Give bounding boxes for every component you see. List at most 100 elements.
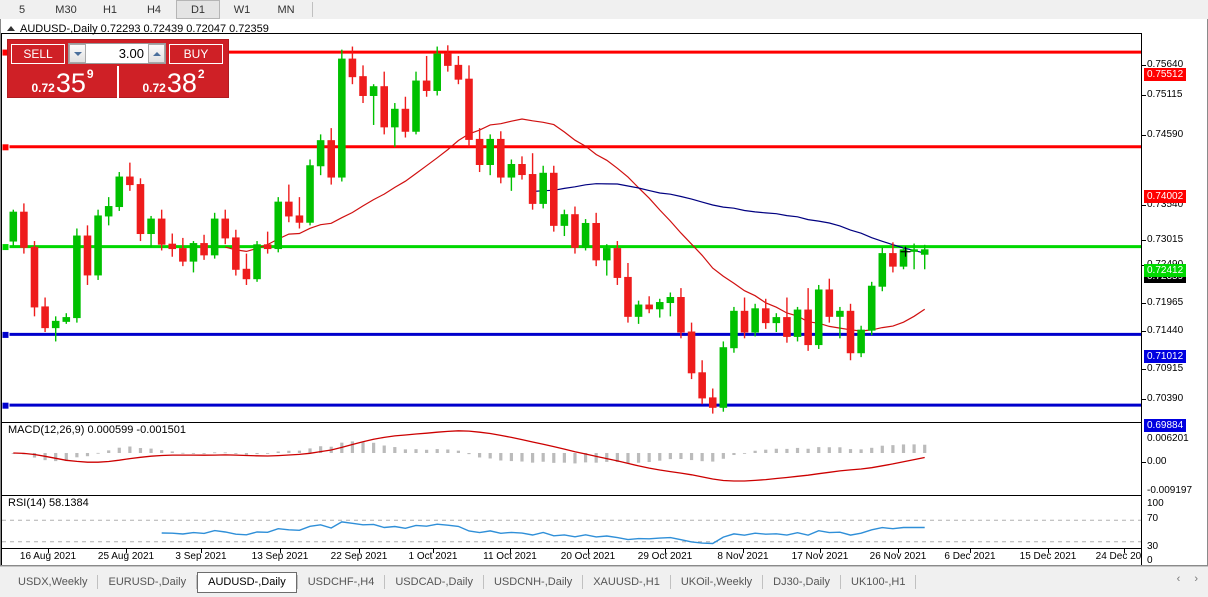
date-axis-tick [510,549,511,553]
tab-divider [196,575,198,589]
timeframe-button-5[interactable]: 5 [18,3,26,16]
one-click-trading-controls: SELL 3.00 BUY [8,40,228,65]
level-line[interactable] [2,143,1142,152]
volume-increment-button[interactable] [148,44,165,63]
candlestick [338,49,346,182]
candlestick [867,281,876,336]
candlestick [126,162,134,191]
candlestick [295,197,304,229]
tab-scroll-arrows: ‹ › [1177,573,1198,585]
rsi-pane[interactable] [2,496,1142,566]
date-axis-label: 20 Oct 2021 [560,551,616,562]
price-chart-pane[interactable] [2,34,1142,423]
chart-tab-usdcnhdaily[interactable]: USDCNH-,Daily [493,576,573,588]
date-axis-tick [201,549,202,553]
toolbar-divider [312,2,313,17]
tab-divider [384,575,386,589]
macd-scale-tick [1142,462,1146,463]
candlestick [83,225,92,285]
timeframe-button-d1[interactable]: D1 [176,0,220,19]
candlestick [889,242,897,273]
macd-histogram-bar [552,453,556,463]
price-scale[interactable]: 0.75640 0.75115 0.74590 0.73540 0.73015 0.724… [1141,33,1207,565]
date-axis-tick [820,549,821,553]
candlestick [761,298,770,329]
tab-scroll-next-icon[interactable]: › [1194,573,1198,585]
macd-histogram-bar [870,447,874,453]
date-axis-label: 24 Dec 2021 [1095,551,1153,562]
timeframe-button-m30[interactable]: M30 [55,3,77,16]
timeframe-button-h1[interactable]: H1 [102,3,118,16]
chart-tab-dj30daily[interactable]: DJ30-,Daily [773,576,831,588]
chart-tab-audusddaily[interactable]: AUDUSD-,Daily [197,571,297,593]
buy-price-display[interactable]: 0.72 38 2 [119,66,228,98]
candlestick [232,229,240,276]
chart-window: AUDUSD-,Daily 0.72293 0.72439 0.72047 0.… [0,19,1208,566]
macd-histogram-bar [530,453,535,463]
macd-histogram-bar [658,453,662,461]
price-scale-tag-support[interactable]: 0.69884 [1144,419,1187,432]
sell-button[interactable]: SELL [11,43,65,64]
timeframe-button-w1[interactable]: W1 [233,3,251,16]
chart-tab-uk100h1[interactable]: UK100-,H1 [851,576,906,588]
price-scale-tag-current-bid[interactable]: 0.72412 [1144,264,1187,277]
buy-button[interactable]: BUY [169,43,223,64]
candlestick [391,103,399,147]
sell-price-display[interactable]: 0.72 35 9 [8,66,119,98]
macd-histogram-bar [795,447,800,453]
candlestick [677,288,685,339]
macd-scale-label: -0.009197 [1147,485,1193,496]
macd-histogram-bar [96,452,100,454]
macd-histogram-bar [711,453,715,462]
tab-scroll-prev-icon[interactable]: ‹ [1176,573,1181,585]
collapse-arrow-icon[interactable] [7,26,15,31]
candlestick [444,45,452,72]
chart-tab-ukoilweekly[interactable]: UKOil-,Weekly [680,576,753,588]
macd-histogram-bar [244,453,249,455]
volume-decrement-button[interactable] [69,44,86,63]
chart-tab-usdcaddaily[interactable]: USDCAD-,Daily [395,576,473,588]
level-line[interactable] [2,330,1142,339]
one-click-prices: 0.72 35 9 0.72 38 2 [8,66,228,98]
candlestick [475,128,484,173]
candlestick [804,288,812,351]
volume-input[interactable]: 3.00 [118,46,144,61]
chart-tab-usdchfh4[interactable]: USDCHF-,H4 [307,576,375,588]
date-axis-tick [280,549,281,553]
chart-tab-eurusddaily[interactable]: EURUSD-,Daily [108,576,187,588]
macd-histogram-bar [85,453,90,457]
price-scale-label: 0.74590 [1147,129,1184,140]
candlestick [539,165,547,209]
price-scale-tag-resistance[interactable]: 0.75512 [1144,68,1187,81]
timeframe-button-h4[interactable]: H4 [146,3,162,16]
volume-stepper[interactable]: 3.00 [68,43,166,64]
macd-histogram-bar [721,453,725,459]
price-scale-label: 0.75115 [1147,89,1183,100]
macd-histogram-bar [128,446,132,453]
candlestick [422,55,431,97]
timeframe-button-mn[interactable]: MN [277,3,295,16]
candlestick [560,209,569,237]
candlestick [740,297,749,339]
candlestick [793,306,802,342]
date-axis-label: 17 Nov 2021 [791,551,849,562]
macd-histogram-bar [234,453,238,454]
date-axis-tick [743,549,744,553]
candlestick [380,71,389,135]
price-scale-tick [1142,65,1146,66]
chart-tab-usdxweekly[interactable]: USDX,Weekly [18,576,88,588]
price-scale-tag-support[interactable]: 0.71012 [1144,350,1187,363]
chart-tab-xauusdh1[interactable]: XAUUSD-,H1 [593,576,660,588]
price-scale-tag-resistance[interactable]: 0.74002 [1144,190,1187,203]
macd-histogram-bar [838,447,842,453]
macd-pane[interactable] [2,423,1142,495]
one-click-trading-panel[interactable]: SELL 3.00 BUY 0.72 35 9 0.72 38 2 [7,39,229,98]
candlestick [549,165,558,232]
date-axis-tick [1124,549,1125,553]
macd-histogram-bar [499,453,503,461]
candlestick [316,134,325,176]
level-line[interactable] [2,401,1142,410]
macd-histogram-bar [181,452,185,454]
price-scale-tick [1142,369,1146,370]
price-scale-tick [1142,399,1146,400]
